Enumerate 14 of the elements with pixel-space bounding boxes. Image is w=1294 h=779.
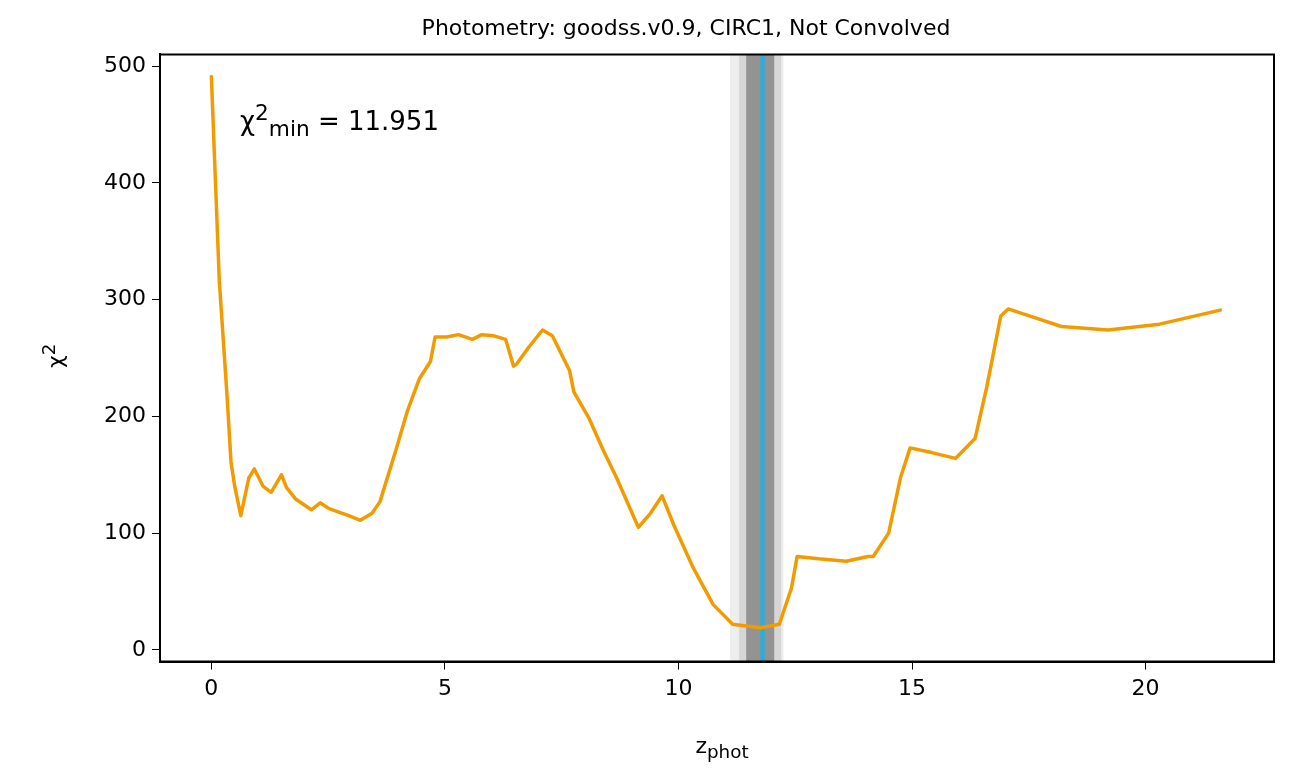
x-axis-title: z$_{phot}$ — [694, 732, 750, 762]
x-tick-label: 15 — [898, 674, 927, 700]
annotation: χ$^{2}$$_{min}$ = 11.951 — [240, 100, 439, 141]
y-tick-label: 100 — [103, 518, 146, 544]
x-tick-label: 5 — [437, 674, 452, 700]
x-tick-label: 10 — [664, 674, 693, 700]
x-tick-label: 0 — [204, 674, 219, 700]
y-tick-label: 0 — [131, 635, 146, 661]
y-tick-label: 300 — [103, 285, 146, 311]
y-tick-label: 500 — [103, 51, 146, 77]
x-tick-label: 20 — [1131, 674, 1160, 700]
y-tick-label: 400 — [103, 168, 146, 194]
y-tick-label: 200 — [103, 402, 146, 428]
chart-title: Photometry: goodss.v0.9, CIRC1, Not Convolved — [421, 14, 951, 40]
